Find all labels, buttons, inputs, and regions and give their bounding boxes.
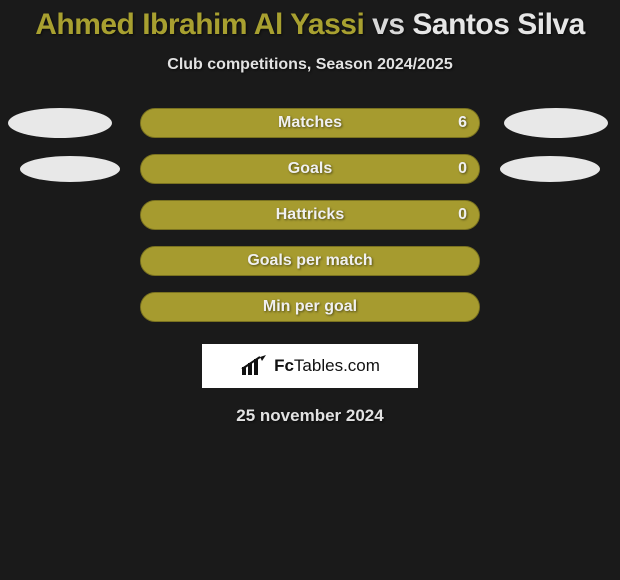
- stat-value: 0: [458, 206, 467, 224]
- stat-bar: Hattricks 0: [140, 200, 480, 230]
- player2-name: Santos Silva: [412, 8, 584, 41]
- player2-marker: [504, 108, 608, 138]
- page-title: Ahmed Ibrahim Al Yassi vs Santos Silva: [35, 8, 585, 42]
- player1-name: Ahmed Ibrahim Al Yassi: [35, 8, 364, 41]
- chart-icon: [240, 355, 268, 377]
- stat-label: Matches: [278, 114, 342, 132]
- brand-text: FcTables.com: [274, 356, 380, 376]
- brand-bold: Fc: [274, 356, 294, 375]
- stat-value: 6: [458, 114, 467, 132]
- stats-rows: Matches 6 Goals 0 Hattricks 0: [0, 108, 620, 322]
- brand-rest: Tables.com: [294, 356, 380, 375]
- stat-bar: Goals per match: [140, 246, 480, 276]
- player1-marker: [8, 108, 112, 138]
- comparison-card: Ahmed Ibrahim Al Yassi vs Santos Silva C…: [0, 0, 620, 426]
- subtitle: Club competitions, Season 2024/2025: [167, 56, 452, 74]
- stat-bar: Min per goal: [140, 292, 480, 322]
- player1-marker: [20, 156, 120, 182]
- stat-bar: Goals 0: [140, 154, 480, 184]
- stat-label: Goals per match: [247, 252, 372, 270]
- brand-logo: FcTables.com: [202, 344, 418, 388]
- stat-row: Min per goal: [0, 292, 620, 322]
- vs-text: vs: [372, 8, 404, 41]
- stat-row: Hattricks 0: [0, 200, 620, 230]
- stat-row: Goals per match: [0, 246, 620, 276]
- stat-row: Matches 6: [0, 108, 620, 138]
- stat-label: Hattricks: [276, 206, 344, 224]
- stat-label: Min per goal: [263, 298, 357, 316]
- stat-row: Goals 0: [0, 154, 620, 184]
- stat-value: 0: [458, 160, 467, 178]
- stat-bar: Matches 6: [140, 108, 480, 138]
- stat-label: Goals: [288, 160, 332, 178]
- player2-marker: [500, 156, 600, 182]
- date-text: 25 november 2024: [236, 406, 383, 426]
